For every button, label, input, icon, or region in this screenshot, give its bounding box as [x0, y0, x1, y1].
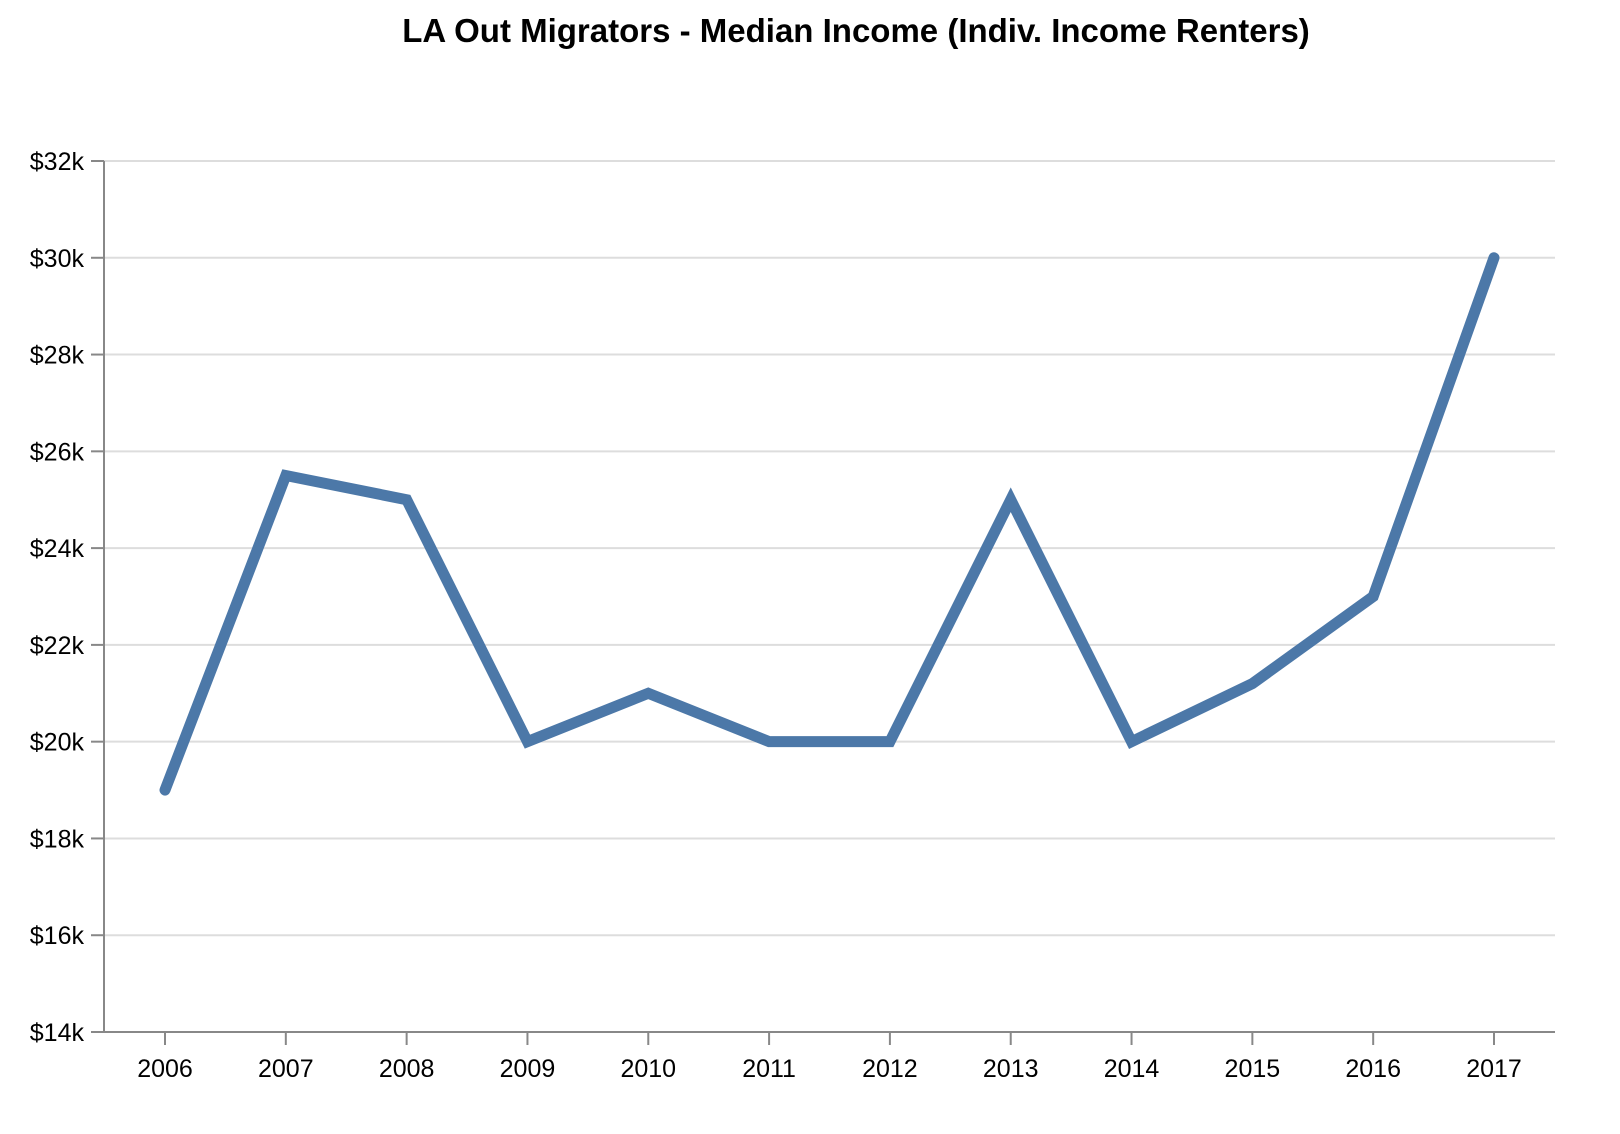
y-tick-label: $20k [30, 729, 85, 757]
y-tick-label: $24k [30, 535, 85, 563]
data-point [889, 741, 891, 743]
x-tick-label: 2009 [500, 1055, 556, 1083]
data-point [406, 499, 408, 501]
y-tick-label: $32k [30, 148, 85, 176]
series-layer [159, 252, 1500, 796]
data-point [1251, 683, 1253, 685]
y-tick-label: $22k [30, 632, 85, 660]
y-tick-label: $18k [30, 825, 85, 853]
x-tick-label: 2016 [1345, 1055, 1401, 1083]
data-point [164, 789, 166, 791]
x-tick-label: 2007 [258, 1055, 314, 1083]
x-tick-label: 2010 [620, 1055, 676, 1083]
gridlines [104, 160, 1555, 937]
x-tick-label: 2006 [137, 1055, 193, 1083]
tick-labels: $14k $16k $18k $20k $22k $24k $26k $28k $30k $32k… [30, 148, 1522, 1083]
data-point [1493, 257, 1495, 259]
data-point [1372, 596, 1374, 597]
data-point [526, 741, 528, 743]
series-line [159, 252, 1500, 796]
chart-title: LA Out Migrators - Median Income (Indiv.… [402, 12, 1310, 49]
axes [91, 160, 1555, 1045]
data-point [285, 475, 287, 477]
x-tick-label: 2015 [1225, 1055, 1281, 1083]
y-tick-label: $14k [30, 1019, 85, 1047]
x-tick-label: 2017 [1466, 1055, 1522, 1083]
x-tick-label: 2014 [1104, 1055, 1160, 1083]
data-point [647, 692, 649, 694]
y-tick-label: $16k [30, 922, 85, 950]
y-tick-label: $28k [30, 342, 85, 370]
x-tick-label: 2012 [862, 1055, 918, 1083]
data-point [768, 741, 770, 743]
x-tick-label: 2011 [742, 1055, 796, 1083]
x-tick-label: 2008 [379, 1055, 435, 1083]
x-tick-label: 2013 [983, 1055, 1039, 1083]
y-tick-label: $30k [30, 245, 85, 273]
data-point [1010, 499, 1012, 501]
data-point [1131, 741, 1133, 743]
y-tick-label: $26k [30, 438, 85, 466]
